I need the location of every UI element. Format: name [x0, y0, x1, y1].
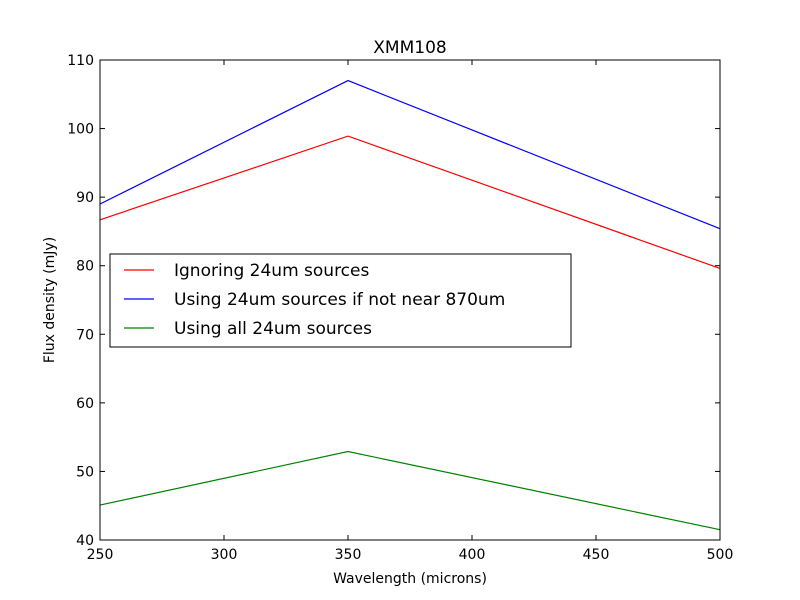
y-tick-label: 80	[76, 259, 94, 275]
y-tick-label: 40	[76, 533, 94, 549]
x-tick-label: 500	[707, 547, 734, 563]
y-tick-label: 60	[76, 396, 94, 412]
y-tick-label: 110	[67, 53, 94, 69]
chart-title: XMM108	[373, 38, 446, 58]
plot-frame	[99, 59, 721, 541]
legend-label-1: Ignoring 24um sources	[174, 261, 369, 281]
x-tick-label: 450	[583, 547, 610, 563]
legend-label-3: Using all 24um sources	[174, 319, 372, 339]
x-axis-title: Wavelength (microns)	[333, 571, 487, 587]
y-tick-label: 90	[76, 190, 94, 206]
x-tick-label: 400	[459, 547, 486, 563]
y-axis-title: Flux density (mJy)	[42, 237, 58, 363]
y-tick-label: 50	[76, 464, 94, 480]
x-tick-label: 250	[87, 547, 114, 563]
y-tick-label: 70	[76, 327, 94, 343]
ticks-layer: 250 300 350 400 450 500 40 50 60 70 80 90 100 110	[67, 53, 733, 563]
x-tick-label: 350	[335, 547, 362, 563]
x-tick-label: 300	[211, 547, 238, 563]
legend-frame	[109, 253, 572, 348]
legend-label-2: Using 24um sources if not near 870um	[174, 290, 505, 310]
y-tick-label: 100	[67, 122, 94, 138]
legend: Ignoring 24um sources Using 24um sources …	[109, 253, 572, 348]
series-layer	[99, 79, 721, 531]
